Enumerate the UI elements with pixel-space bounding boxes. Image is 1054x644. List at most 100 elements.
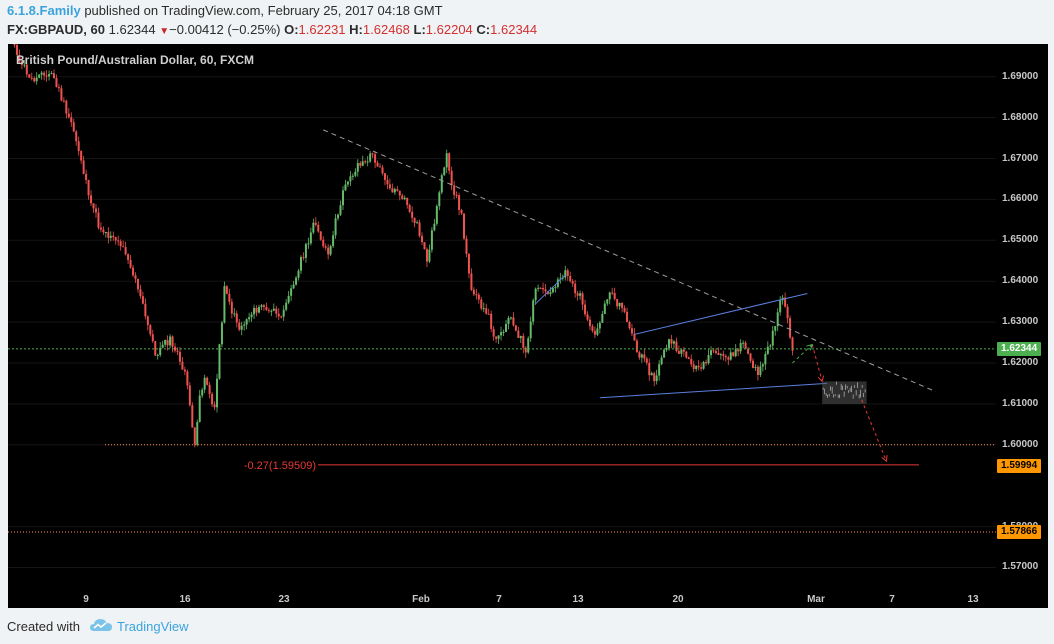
candle-body: [650, 373, 653, 376]
last-price: 1.62344: [108, 22, 156, 37]
candle-body: [77, 141, 80, 151]
candle-body: [505, 324, 507, 332]
candle-body: [245, 319, 248, 325]
candle-body: [272, 308, 275, 311]
candles-group: [13, 44, 794, 448]
candle-body: [690, 359, 693, 365]
wedge-lower-line: [599, 382, 828, 399]
candle-body: [122, 246, 125, 248]
candle-body: [766, 346, 769, 354]
candle-body: [109, 235, 112, 238]
candle-body: [97, 212, 100, 228]
candle-body: [682, 349, 685, 352]
published-info: published on TradingView.com, February 2…: [80, 3, 443, 18]
candle-body: [566, 270, 569, 276]
candle-body: [611, 292, 614, 294]
candle-body: [248, 317, 251, 320]
candle-body: [396, 189, 399, 191]
chart-plot-area[interactable]: -0.27(1.59509) British Pound/Australian …: [8, 44, 996, 592]
candle-body: [164, 340, 167, 345]
chart-canvas[interactable]: -0.27(1.59509): [8, 44, 996, 592]
candle-body: [275, 308, 278, 314]
time-axis[interactable]: 9 16 23 Feb 7 13 20 Mar 7 13: [8, 592, 996, 608]
candle-body: [648, 362, 651, 376]
candle-body: [660, 357, 663, 365]
candle-body: [495, 336, 498, 339]
candle-body: [675, 341, 678, 352]
candle-body: [668, 339, 671, 348]
author-link[interactable]: 6.1.8.Family: [7, 3, 81, 18]
candle-body: [211, 393, 214, 405]
candle-body: [714, 350, 717, 354]
candle-body: [742, 342, 745, 344]
symbol-label[interactable]: FX:GBPAUD, 60: [7, 22, 105, 37]
tradingview-cloud-icon: [90, 619, 112, 631]
candle-body: [514, 325, 517, 331]
candle-body: [28, 74, 31, 78]
candle-body: [413, 217, 416, 223]
candle-body: [472, 289, 475, 295]
candle-body: [685, 351, 688, 358]
candle-body: [467, 253, 470, 274]
x-tick-label: 23: [278, 594, 290, 605]
candle-body: [769, 345, 772, 347]
candle-body: [658, 364, 661, 376]
candle-body: [174, 346, 177, 351]
candle-body: [196, 421, 199, 445]
candle-body: [401, 195, 404, 200]
candle-body: [719, 354, 722, 356]
candle-body: [134, 275, 137, 280]
projection-leg-down-1: [811, 344, 823, 382]
candle-body: [149, 325, 152, 335]
candle-body: [700, 367, 703, 369]
candle-body: [186, 371, 189, 386]
y-tick-label: 1.66000: [1002, 193, 1039, 205]
arrowhead-down-2: [881, 455, 888, 463]
candle-body: [23, 64, 26, 66]
candle-body: [136, 279, 139, 290]
y-tick-label: 1.60000: [1002, 438, 1039, 450]
candle-body: [470, 273, 473, 290]
price-axis[interactable]: 1.69000 1.68000 1.67000 1.66000 1.65000 1.640…: [996, 44, 1048, 592]
candle-body: [761, 364, 764, 367]
candle-body: [332, 235, 335, 247]
candle-body: [519, 335, 522, 339]
candle-body: [512, 317, 515, 326]
candle-body: [789, 318, 792, 338]
candle-body: [141, 296, 144, 304]
candle-body: [435, 206, 438, 224]
candle-body: [40, 72, 43, 75]
price-change: −0.00412 (−0.25%): [169, 22, 281, 37]
candle-body: [72, 122, 75, 132]
axis-corner: [996, 592, 1048, 608]
candle-body: [586, 314, 589, 320]
candle-body: [564, 270, 567, 278]
candle-body: [423, 242, 426, 250]
y-tick-label: 1.68000: [1002, 111, 1039, 123]
candle-body: [593, 330, 596, 335]
x-tick-label: Feb: [412, 594, 430, 605]
candle-body: [406, 197, 409, 205]
candle-body: [677, 351, 680, 354]
candle-body: [626, 311, 629, 323]
candle-body: [20, 61, 23, 65]
candle-body: [354, 171, 357, 176]
candle-body: [119, 241, 122, 247]
candle-body: [359, 163, 362, 166]
candle-body: [527, 338, 530, 353]
resistance-trendline: [323, 129, 936, 393]
candle-body: [776, 312, 779, 327]
open-label: O:: [284, 22, 299, 37]
low-label: L:: [413, 22, 426, 37]
candle-body: [630, 328, 633, 334]
candle-body: [418, 222, 421, 236]
candle-body: [99, 227, 102, 230]
candle-body: [487, 313, 490, 315]
candle-body: [317, 224, 320, 232]
candle-body: [779, 300, 782, 313]
ohlc-line: FX:GBPAUD, 60 1.62344 ▼−0.00412 (−0.25%)…: [7, 22, 537, 37]
candle-body: [739, 343, 742, 352]
candle-body: [35, 77, 38, 82]
candle-body: [260, 305, 263, 307]
tradingview-link[interactable]: TradingView: [117, 619, 189, 634]
